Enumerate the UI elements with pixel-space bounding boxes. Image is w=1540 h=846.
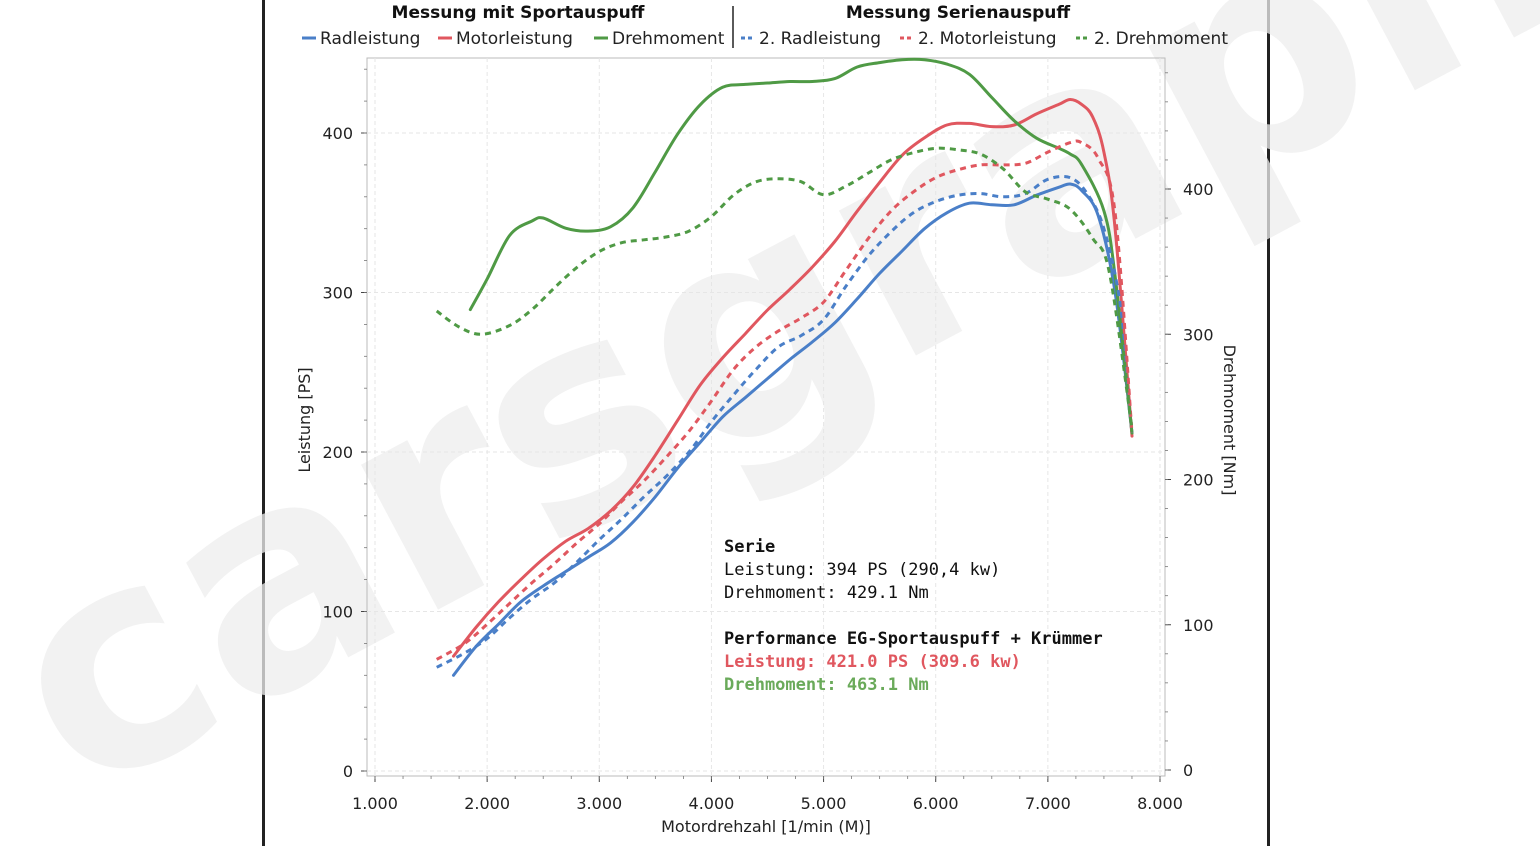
- y-tick-label: 0: [343, 762, 353, 781]
- y2-tick-label: 0: [1183, 761, 1193, 780]
- series-line-2-motorleistung: [435, 139, 1134, 661]
- x-tick-label: 8.000: [1137, 794, 1183, 813]
- x-tick-label: 2.000: [464, 794, 510, 813]
- axes: 1.000 2.000 3.000 4.000 5.000 6.000 7.000 8.000…: [322, 68, 1214, 813]
- legend-group2-title: Messung Serienauspuff: [846, 3, 1071, 23]
- series-line-2-drehmoment: [435, 146, 1134, 429]
- series-line-2-radleistung: [436, 174, 1134, 669]
- serie-power: Leistung: 394 PS (290,4 kw): [724, 560, 1000, 580]
- y-tick-label: 100: [322, 603, 353, 622]
- y2-tick-label: 300: [1183, 325, 1214, 344]
- legend-label: 2. Motorleistung: [918, 29, 1057, 49]
- perf-power: Leistung: 421.0 PS (309.6 kw): [724, 652, 1021, 672]
- x-tick-label: 6.000: [913, 794, 959, 813]
- series-line-drehmoment: [468, 57, 1134, 435]
- y2-tick-label: 200: [1183, 471, 1214, 490]
- legend-label: 2. Drehmoment: [1094, 29, 1228, 49]
- legend-label: Motorleistung: [456, 29, 573, 49]
- perf-title: Performance EG-Sportauspuff + Krümmer: [724, 629, 1103, 649]
- y-axis-title: Leistung [PS]: [295, 367, 314, 472]
- y2-tick-label: 400: [1183, 180, 1214, 199]
- y-tick-label: 400: [322, 124, 353, 143]
- series-line-motorleistung: [452, 98, 1134, 658]
- y2-tick-label: 100: [1183, 616, 1214, 635]
- legend-group1-title: Messung mit Sportauspuff: [392, 3, 645, 23]
- legend-label: Drehmoment: [612, 29, 725, 49]
- y-tick-label: 300: [322, 284, 353, 303]
- plot-area: [366, 57, 1166, 777]
- legend-label: Radleistung: [320, 29, 420, 49]
- x-axis-title: Motordrehzahl [1/min (M)]: [661, 817, 871, 836]
- y2-axis-title: Drehmoment [Nm]: [1220, 345, 1239, 496]
- y-tick-label: 200: [322, 443, 353, 462]
- serie-title: Serie: [724, 537, 775, 557]
- x-tick-label: 7.000: [1025, 794, 1071, 813]
- legend-label: 2. Radleistung: [759, 29, 881, 49]
- x-tick-label: 4.000: [689, 794, 735, 813]
- series-line-radleistung: [452, 182, 1134, 677]
- x-tick-label: 3.000: [576, 794, 622, 813]
- legend: Messung mit Sportauspuff Messung Seriena…: [302, 3, 1228, 49]
- series-layer: [435, 57, 1134, 677]
- chart-frame: [262, 0, 1270, 846]
- grid: [367, 58, 1165, 776]
- serie-torque: Drehmoment: 429.1 Nm: [724, 583, 929, 603]
- results-annotation: Serie Leistung: 394 PS (290,4 kw) Drehmo…: [724, 537, 1103, 695]
- x-tick-label: 5.000: [801, 794, 847, 813]
- x-tick-label: 1.000: [352, 794, 398, 813]
- perf-torque: Drehmoment: 463.1 Nm: [724, 675, 929, 695]
